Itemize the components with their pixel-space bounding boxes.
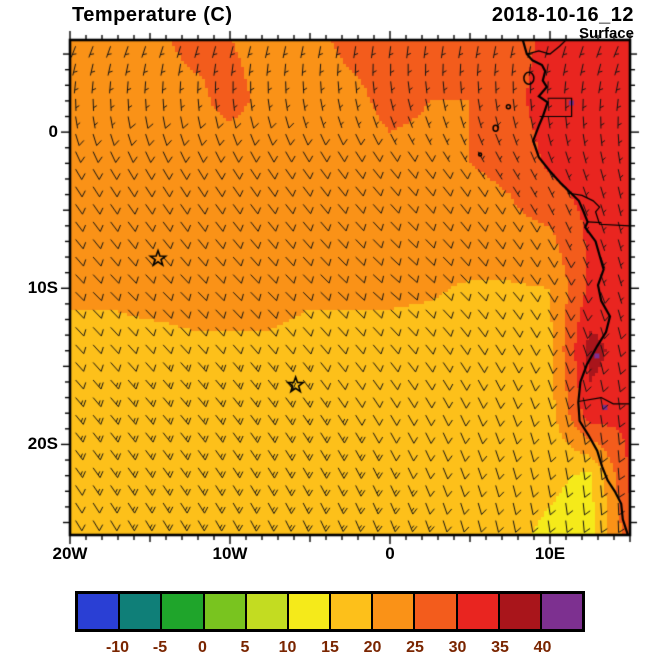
x-tick-label: 20W xyxy=(52,544,88,563)
colorbar-tick-label: -5 xyxy=(152,639,168,656)
colorbar-cell xyxy=(202,594,245,629)
level-label: Surface xyxy=(578,25,634,42)
colorbar-tick-label: 5 xyxy=(240,639,250,656)
colorbar-tick-label: 25 xyxy=(406,639,424,656)
colorbar-cell xyxy=(286,594,330,629)
colorbar-cell xyxy=(244,594,287,629)
colorbar-tick-label: 15 xyxy=(321,639,339,656)
colorbar-cell xyxy=(118,594,161,629)
colorbar-tick-label: 10 xyxy=(278,639,297,656)
colorbar-tick-label: -10 xyxy=(105,639,130,656)
y-tick-label: 0 xyxy=(48,122,58,142)
colorbar-cell xyxy=(371,594,414,629)
x-tick-label: 10W xyxy=(212,544,248,563)
colorbar-cell xyxy=(413,594,456,629)
colorbar-cell xyxy=(78,594,119,629)
colorbar xyxy=(75,591,585,632)
colorbar-cell xyxy=(455,594,498,629)
colorbar-cell xyxy=(329,594,372,629)
y-tick-label: 10S xyxy=(27,278,58,298)
colorbar-tick-label: 40 xyxy=(533,639,552,656)
colorbar-cell xyxy=(160,594,203,629)
colorbar-tick-label: 20 xyxy=(363,639,382,656)
y-tick-label: 20S xyxy=(27,434,58,454)
colorbar-tick-label: 0 xyxy=(198,639,207,656)
colorbar-cell xyxy=(497,594,540,629)
x-tick-label: 10E xyxy=(534,544,566,563)
colorbar-tick-label: 35 xyxy=(491,639,509,656)
colorbar-tick-label: 30 xyxy=(448,639,467,656)
plot-title: Temperature (C) xyxy=(72,4,233,26)
colorbar-cell xyxy=(539,594,583,629)
valid-time-label: 2018-10-16_12 xyxy=(491,4,634,26)
x-tick-label: 0 xyxy=(385,544,395,563)
